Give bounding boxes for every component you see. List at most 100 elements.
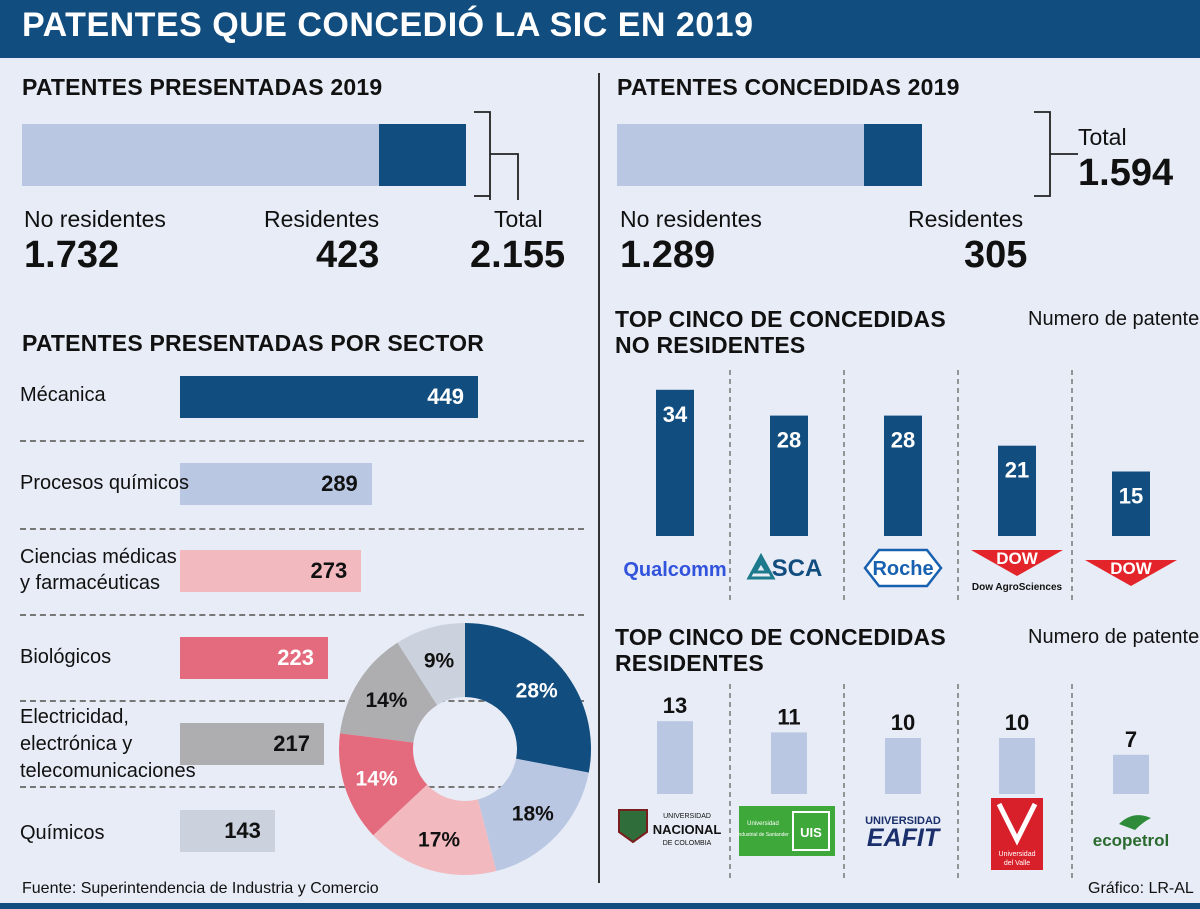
- column-value: 28: [777, 428, 801, 453]
- top-no-res-unit: Numero de patentes: [1028, 308, 1200, 330]
- donut-label: 14%: [365, 689, 407, 712]
- concedidas-residentes-bar: [863, 124, 923, 186]
- sector-label: Mécanica: [20, 384, 106, 406]
- presentadas-residentes-bar: [378, 124, 466, 186]
- page-title: PATENTES QUE CONCEDIÓ LA SIC EN 2019: [22, 6, 754, 44]
- presentadas-no-residentes-label: No residentes: [24, 206, 166, 232]
- column-value: 28: [891, 428, 915, 453]
- concedidas-bracket: [1034, 111, 1078, 197]
- donut-slice: [465, 623, 591, 773]
- sector-bar-value: 223: [277, 645, 314, 670]
- sector-label: y farmacéuticas: [20, 572, 161, 594]
- sector-label: Electricidad,: [20, 706, 129, 728]
- top-no-res-title-line2: NO RESIDENTES: [615, 332, 806, 358]
- svg-text:EAFIT: EAFIT: [867, 824, 942, 852]
- dow-logo: DOW: [1085, 559, 1177, 586]
- svg-text:DOW: DOW: [1110, 559, 1153, 578]
- sector-bar: 223: [180, 637, 328, 679]
- column-bar: [999, 738, 1035, 794]
- donut-label: 28%: [516, 680, 558, 703]
- sector-bar-chart: 449 Mécanica 289 Procesos químicos 273 Cienci…: [20, 376, 584, 852]
- sector-divider: [20, 614, 584, 616]
- column-value: 13: [663, 693, 687, 718]
- donut-slice: [397, 623, 465, 706]
- svg-text:Industrial de Santander: Industrial de Santander: [737, 832, 789, 838]
- top-no-res-chart: 34 28 28 21 15 Qualcomm SCA Roche DOW Dow AgroSci…: [623, 370, 1177, 600]
- sector-bar: 143: [180, 810, 275, 852]
- sector-bar: 273: [180, 550, 362, 592]
- concedidas-total-label: Total: [1078, 124, 1127, 150]
- dow-logo: DOW Dow AgroSciences: [971, 549, 1063, 593]
- donut-label: 17%: [418, 828, 460, 851]
- unal-logo: UNIVERSIDAD NACIONAL DE COLOMBIA: [618, 809, 722, 847]
- qualcomm-logo: Qualcomm: [623, 559, 726, 581]
- concedidas-residentes-label: Residentes: [908, 206, 1024, 232]
- column-bar: [998, 445, 1036, 536]
- presentadas-residentes-value: 423: [316, 234, 380, 276]
- donut-slice: [477, 758, 589, 872]
- sector-label: electrónica y: [20, 733, 133, 755]
- donut-label: 9%: [424, 650, 455, 673]
- sector-label: Biológicos: [20, 646, 112, 668]
- roche-logo: Roche: [863, 548, 943, 588]
- donut-slice: [339, 733, 428, 836]
- concedidas-no-residentes-bar: [617, 124, 864, 186]
- sector-divider: [20, 786, 584, 788]
- column-value: 10: [1005, 710, 1029, 735]
- svg-text:del Valle: del Valle: [1004, 860, 1030, 867]
- svg-text:UNIVERSIDAD: UNIVERSIDAD: [663, 813, 711, 820]
- sector-bar-value: 273: [310, 558, 348, 583]
- column-divider: [598, 73, 600, 883]
- concedidas-residentes-value: 305: [964, 234, 1028, 276]
- column-bar: [771, 732, 807, 794]
- presentadas-no-residentes-bar: [22, 124, 379, 186]
- column-value: 7: [1125, 727, 1137, 752]
- sector-bar: 449: [180, 376, 478, 418]
- column-bar: [884, 415, 922, 536]
- column-bar: [657, 721, 693, 794]
- column-value: 34: [663, 402, 688, 427]
- sector-divider: [20, 700, 584, 702]
- donut-slice: [339, 642, 438, 743]
- bottom-bar: [0, 903, 1200, 909]
- svg-text:NACIONAL: NACIONAL: [653, 822, 722, 837]
- sector-bar: 217: [180, 723, 325, 765]
- title-bar: [0, 0, 1200, 58]
- sector-bar-value: 143: [224, 818, 261, 843]
- donut-label: 18%: [512, 803, 554, 826]
- sector-bar: 289: [180, 463, 372, 505]
- svg-text:UNIVERSIDAD: UNIVERSIDAD: [865, 815, 941, 827]
- sector-label: Ciencias médicas: [20, 546, 177, 568]
- ecopetrol-logo: ecopetrol: [1093, 815, 1169, 850]
- svg-text:UIS: UIS: [800, 825, 822, 840]
- svg-text:Roche: Roche: [872, 558, 933, 580]
- svg-text:SCA: SCA: [772, 555, 823, 582]
- top-res-title-line1: TOP CINCO DE CONCEDIDAS: [615, 624, 946, 650]
- svg-text:Dow AgroSciences: Dow AgroSciences: [972, 582, 1063, 593]
- column-bar: [656, 389, 694, 536]
- donut-label: 14%: [356, 768, 398, 791]
- column-bar: [770, 415, 808, 536]
- uis-logo: UIS Universidad Industrial de Santander: [737, 806, 835, 856]
- sector-title: PATENTES PRESENTADAS POR SECTOR: [22, 330, 484, 356]
- column-value: 10: [891, 710, 915, 735]
- sector-label: Procesos químicos: [20, 472, 189, 494]
- sector-bar-value: 449: [427, 384, 464, 409]
- concedidas-total-value: 1.594: [1078, 152, 1174, 194]
- concedidas-no-residentes-value: 1.289: [620, 234, 716, 276]
- column-bar: [885, 738, 921, 794]
- top-res-title-line2: RESIDENTES: [615, 650, 764, 676]
- sector-divider: [20, 440, 584, 442]
- svg-text:Universidad: Universidad: [747, 821, 779, 827]
- top-no-res-title-line1: TOP CINCO DE CONCEDIDAS: [615, 306, 946, 332]
- svg-text:Universidad: Universidad: [999, 851, 1036, 858]
- source-note: Fuente: Superintendencia de Industria y …: [22, 880, 379, 897]
- column-bar: [1113, 754, 1149, 794]
- presentadas-bracket: [474, 111, 519, 200]
- sector-bar-value: 289: [321, 471, 358, 496]
- column-value: 21: [1005, 458, 1029, 483]
- donut-slice: [373, 784, 497, 875]
- presentadas-total-label: Total: [494, 206, 543, 232]
- concedidas-no-residentes-label: No residentes: [620, 206, 762, 232]
